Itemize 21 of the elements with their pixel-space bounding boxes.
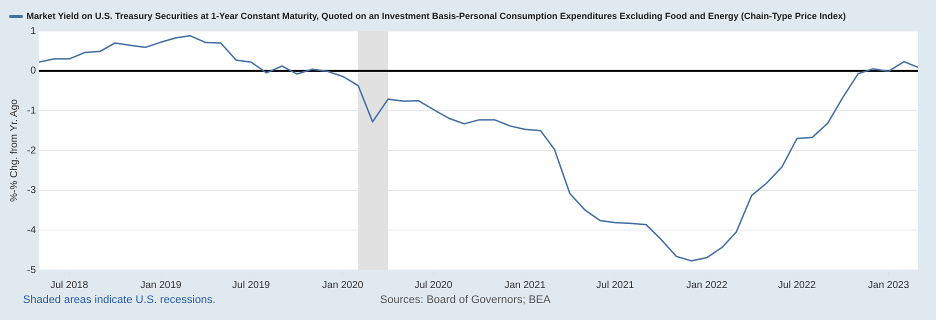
x-tick-label: Jul 2020 (414, 280, 453, 291)
y-tick-label: 1 (30, 26, 36, 37)
source-note: Sources: Board of Governors; BEA (380, 294, 551, 306)
x-tick-label: Jul 2018 (50, 280, 89, 291)
y-tick-label: -1 (26, 105, 36, 116)
y-tick-label: 0 (30, 66, 36, 77)
x-tick-label: Jan 2019 (140, 280, 182, 291)
x-tick-label: Jan 2023 (868, 280, 910, 291)
y-axis-title: %-% Chg. from Yr. Ago (8, 98, 20, 202)
text: Shaded areas indicate U.S. recessions. (23, 294, 216, 306)
x-tick-label: Jul 2019 (232, 280, 270, 291)
x-tick-label: Jan 2021 (504, 280, 546, 291)
y-tick-label: -5 (26, 264, 36, 276)
y-tick-label: -3 (26, 185, 36, 196)
y-tick-label: -2 (26, 145, 36, 156)
legend-label: Market Yield on U.S. Treasury Securities at 1-Year Constant Maturity, Quoted on an Investment Basis-Personal Consumption Expenditures Excluding Food and Energy (Chain-Type Price Index) (26, 10, 846, 21)
x-tick-label: Jan 2020 (322, 280, 364, 291)
x-tick-label: Jan 2022 (686, 280, 728, 291)
x-tick-label: Jul 2021 (596, 280, 635, 291)
y-tick-label: -4 (26, 224, 36, 236)
x-tick-label: Jul 2022 (778, 280, 816, 291)
